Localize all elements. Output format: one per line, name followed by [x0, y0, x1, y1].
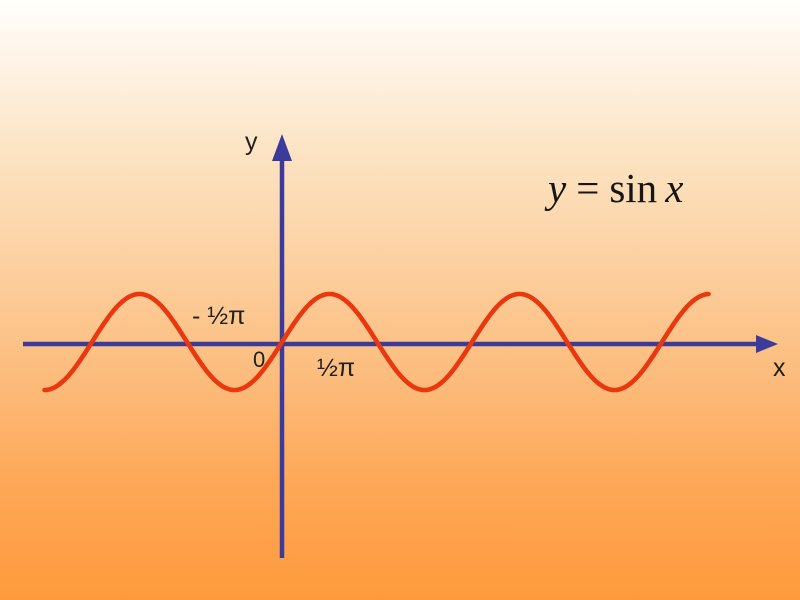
tick-label-neg-half-pi: - ½π: [192, 302, 246, 330]
equation-variable: x: [665, 165, 684, 211]
y-axis-arrowhead: [272, 134, 292, 161]
x-axis-label: x: [773, 354, 786, 382]
tick-label-half-pi: ½π: [317, 354, 356, 382]
equation-y-equals-sin-x: y = sin x: [548, 168, 683, 209]
x-axis-arrowhead: [756, 335, 778, 353]
origin-tick-label: 0: [253, 347, 266, 372]
equation-equals-sign: =: [576, 165, 600, 211]
equation-lhs: y: [548, 165, 567, 211]
sine-curve: [42, 291, 711, 393]
equation-function-name: sin: [609, 165, 658, 211]
y-axis-label: y: [245, 128, 258, 156]
